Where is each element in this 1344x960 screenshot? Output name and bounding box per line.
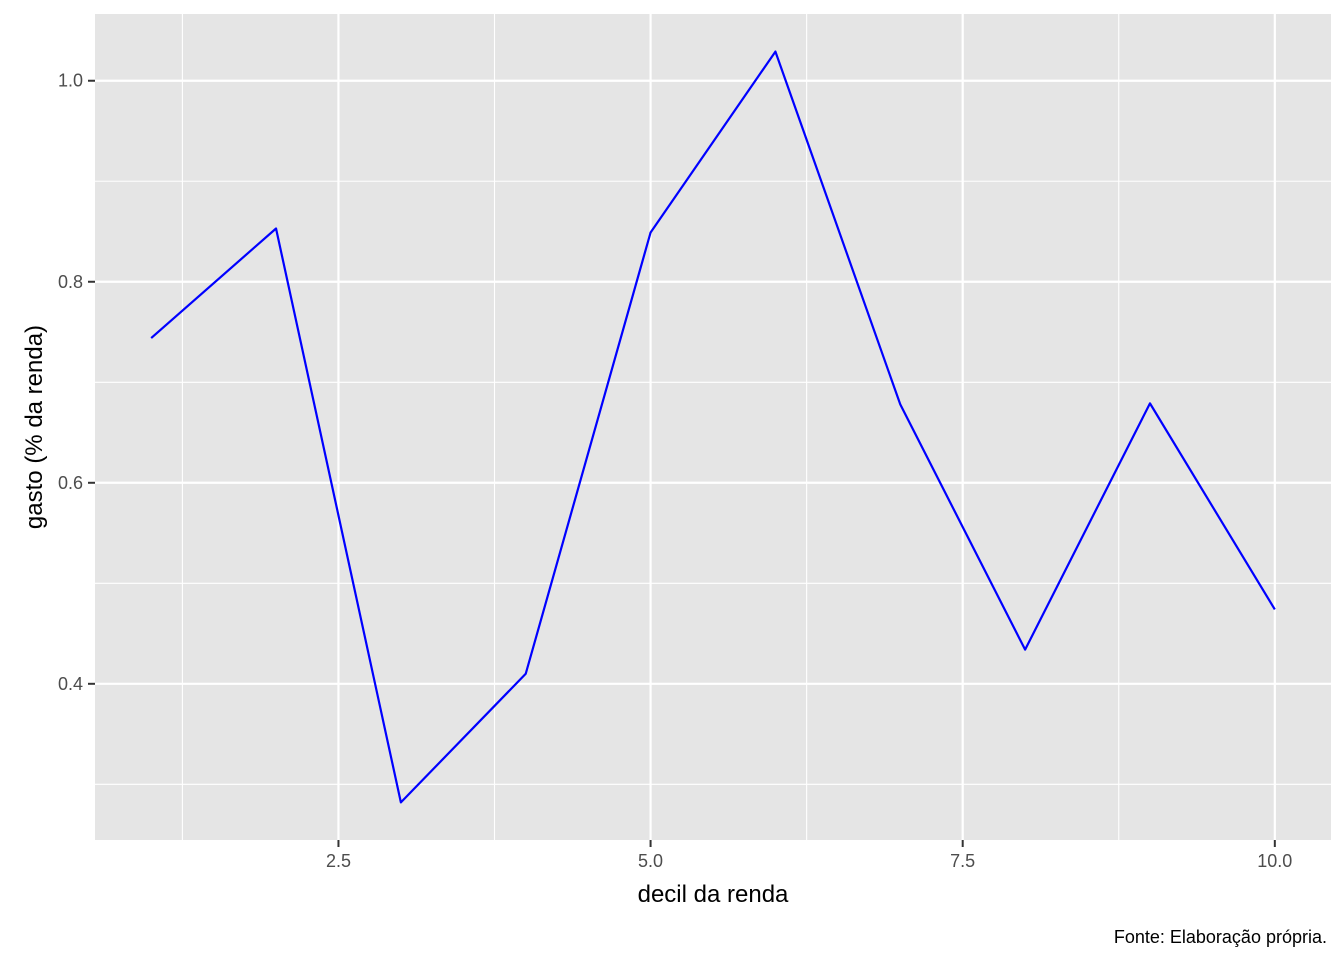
y-tick-label: 1.0 [58,71,83,91]
major-gridlines [95,14,1331,840]
series-layer [150,50,1276,804]
x-tick-label: 7.5 [950,851,975,871]
panel-background [95,14,1331,840]
caption: Fonte: Elaboração própria. [1114,927,1327,947]
x-tick-label: 10.0 [1257,851,1292,871]
x-tick-label: 2.5 [326,851,351,871]
y-tick-label: 0.6 [58,473,83,493]
series-line [150,50,1276,804]
x-axis: 2.5 5.0 7.5 10.0 [326,840,1292,871]
y-axis: 0.4 0.6 0.8 1.0 [58,71,95,694]
minor-gridlines [95,14,1331,840]
y-axis-title: gasto (% da renda) [21,325,48,529]
y-tick-label: 0.8 [58,272,83,292]
x-axis-title: decil da renda [638,881,789,908]
x-tick-label: 5.0 [638,851,663,871]
y-tick-label: 0.4 [58,674,83,694]
